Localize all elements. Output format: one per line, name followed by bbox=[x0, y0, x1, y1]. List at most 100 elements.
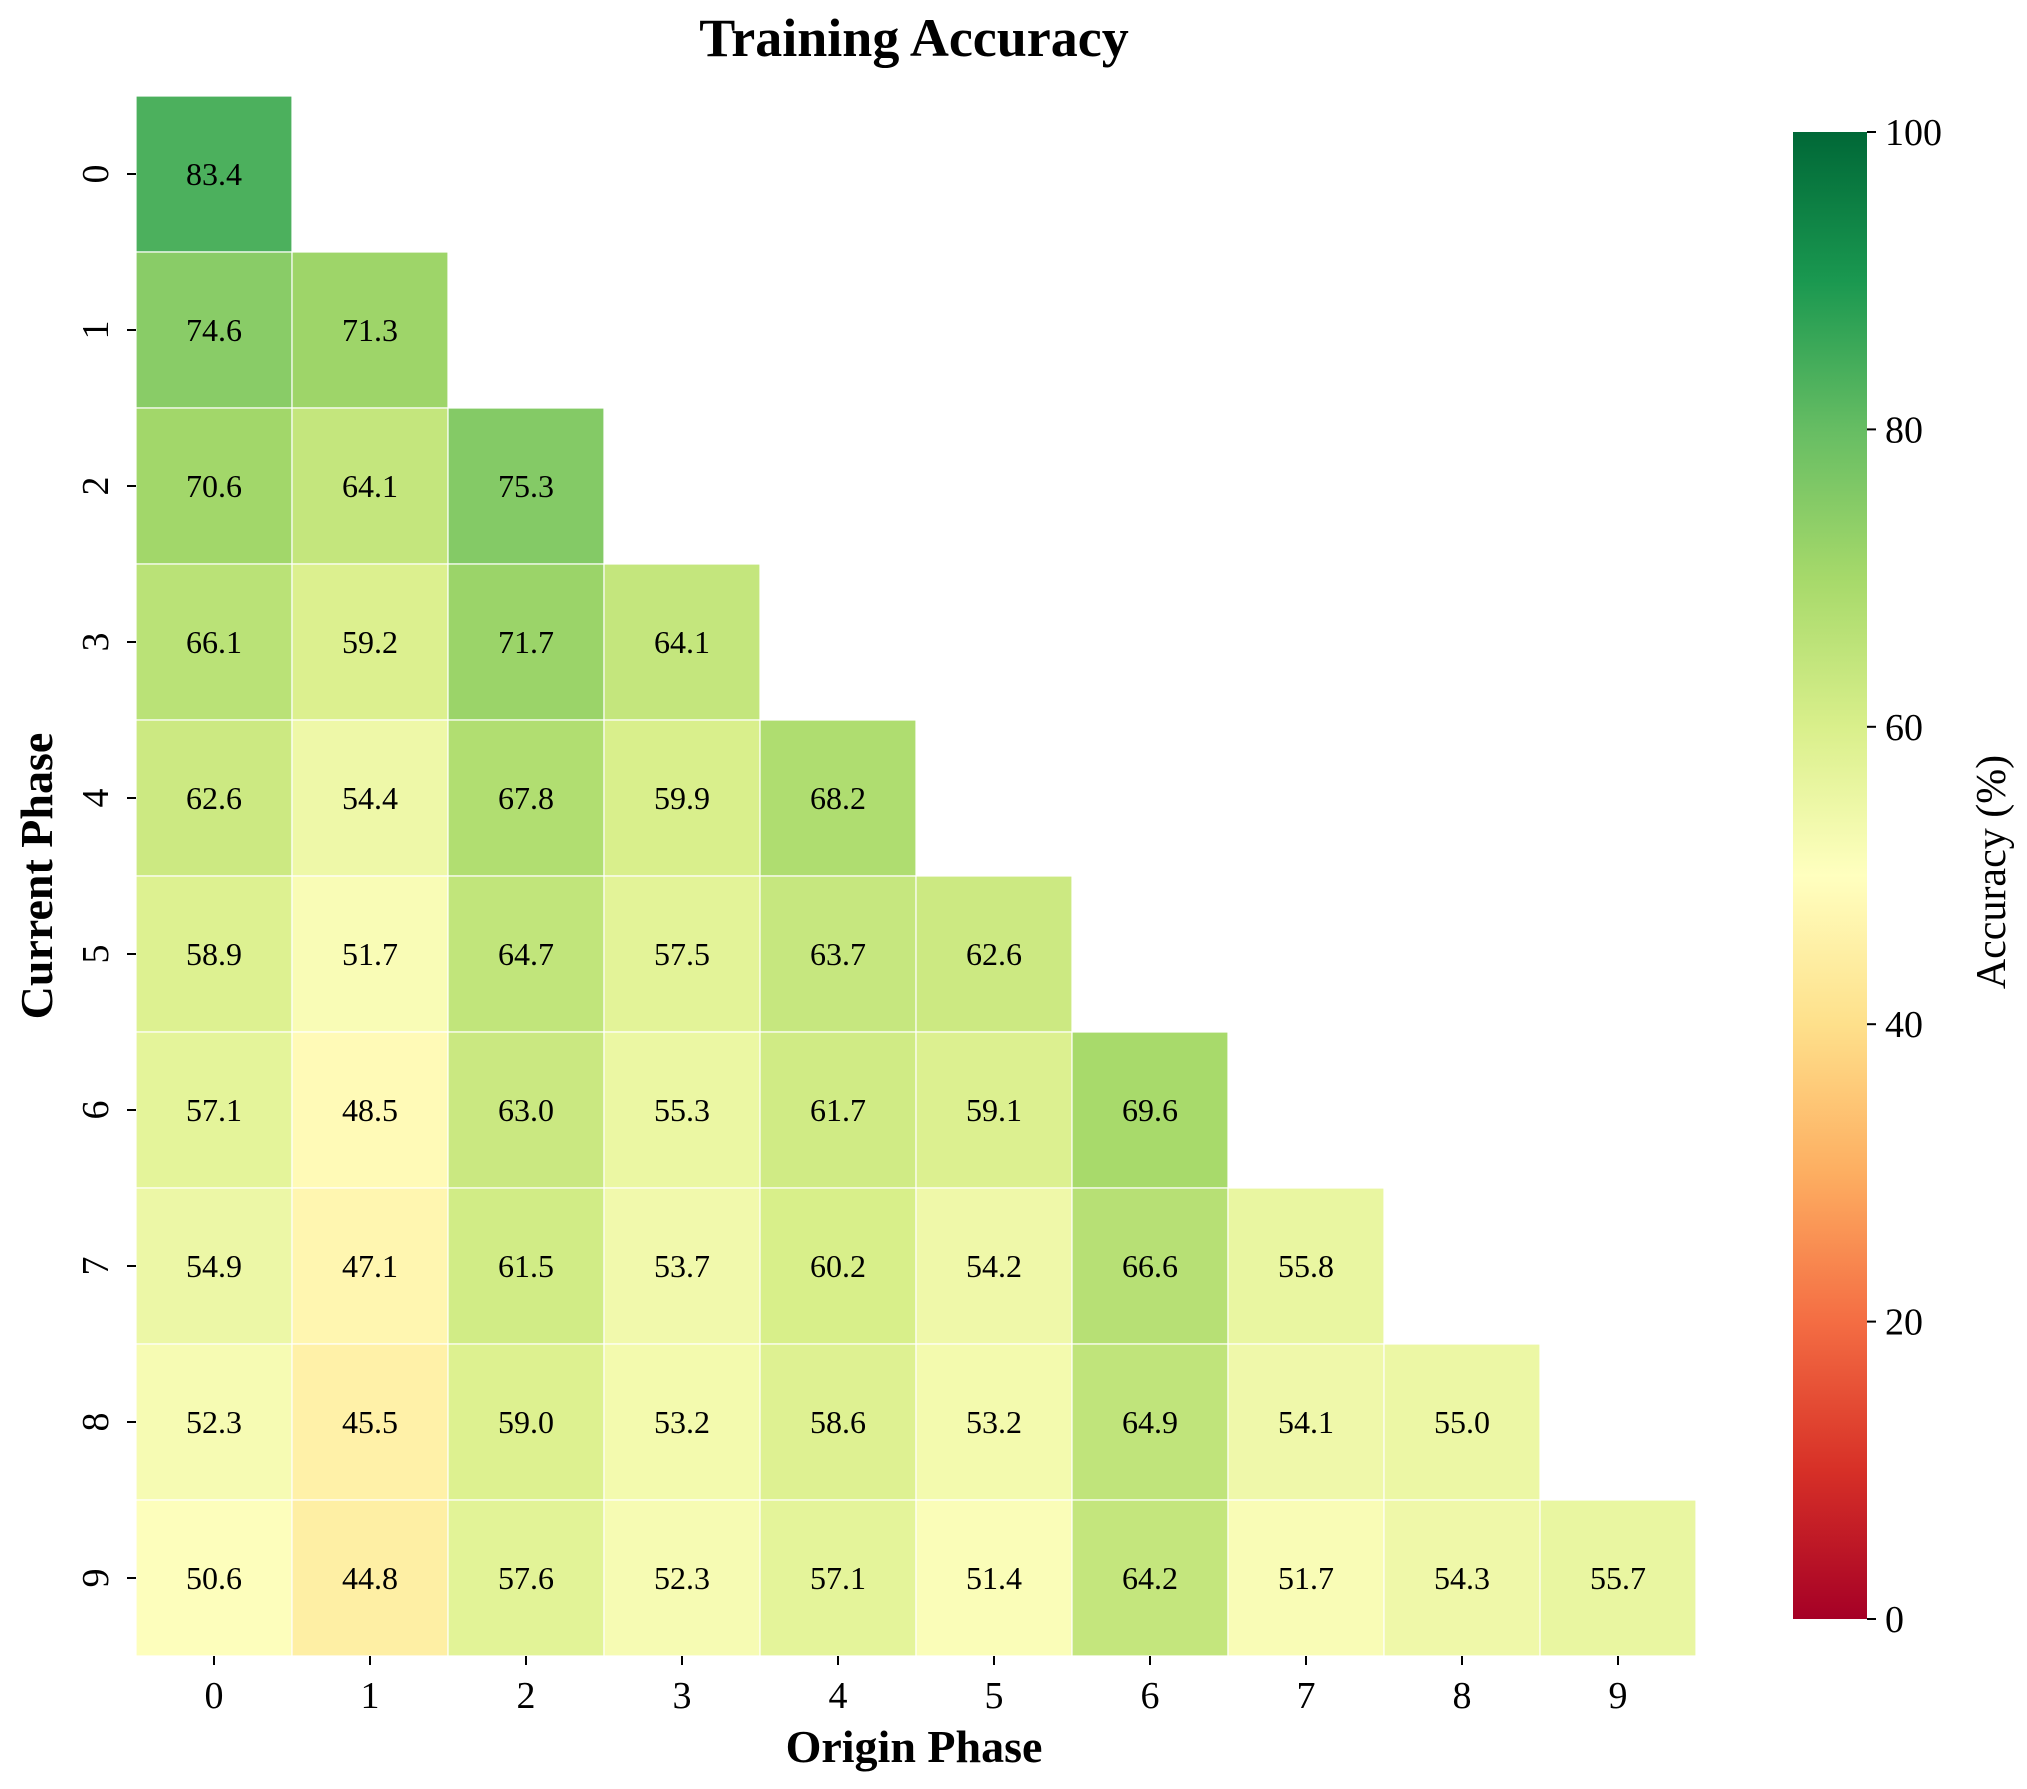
y-tick-label: 6 bbox=[75, 1101, 117, 1120]
cell-value-label: 57.1 bbox=[186, 1092, 242, 1128]
cell-value-label: 54.9 bbox=[186, 1248, 242, 1284]
heatmap-cell bbox=[603, 1343, 761, 1501]
colorbar-label: Accuracy (%) bbox=[1969, 755, 2015, 989]
y-tick-label: 3 bbox=[75, 633, 117, 652]
heatmap-cell bbox=[1383, 1499, 1541, 1657]
cell-value-label: 69.6 bbox=[1122, 1092, 1178, 1128]
heatmap-cell bbox=[447, 1499, 605, 1657]
heatmap-cell bbox=[291, 407, 449, 565]
x-tick-label: 0 bbox=[205, 1675, 224, 1717]
heatmap-cell bbox=[291, 251, 449, 409]
chart-title: Training Accuracy bbox=[699, 8, 1128, 68]
x-axis: 0 1 2 3 4 5 6 7 8 9 bbox=[205, 1656, 1628, 1717]
y-tick-label: 7 bbox=[75, 1257, 117, 1276]
x-axis-label: Origin Phase bbox=[786, 1721, 1043, 1772]
y-tick-label: 1 bbox=[75, 321, 117, 340]
cell-value-label: 83.4 bbox=[186, 156, 242, 192]
cell-value-label: 53.2 bbox=[654, 1404, 710, 1440]
cell-value-label: 54.3 bbox=[1434, 1560, 1490, 1596]
cell-value-label: 50.6 bbox=[186, 1560, 242, 1596]
colorbar-tick-label: 60 bbox=[1885, 707, 1923, 749]
x-tick-label: 5 bbox=[985, 1675, 1004, 1717]
cell-value-label: 59.1 bbox=[966, 1092, 1022, 1128]
cell-value-label: 71.3 bbox=[342, 312, 398, 348]
cell-value-label: 66.6 bbox=[1122, 1248, 1178, 1284]
heatmap-cell bbox=[135, 95, 293, 253]
colorbar-tick-label: 40 bbox=[1885, 1004, 1923, 1046]
heatmap-cell bbox=[447, 407, 605, 565]
cell-value-label: 55.8 bbox=[1278, 1248, 1334, 1284]
cell-value-label: 59.9 bbox=[654, 780, 710, 816]
x-tick-label: 9 bbox=[1609, 1675, 1628, 1717]
cell-value-label: 53.2 bbox=[966, 1404, 1022, 1440]
x-tick-label: 3 bbox=[673, 1675, 692, 1717]
cell-value-label: 61.7 bbox=[810, 1092, 866, 1128]
cell-value-label: 55.0 bbox=[1434, 1404, 1490, 1440]
cell-value-label: 51.7 bbox=[342, 936, 398, 972]
cell-value-label: 60.2 bbox=[810, 1248, 866, 1284]
cell-value-label: 63.0 bbox=[498, 1092, 554, 1128]
cell-value-label: 62.6 bbox=[966, 936, 1022, 972]
colorbar: 0 20 40 60 80 100 bbox=[1793, 112, 1942, 1641]
colorbar-tick-label: 100 bbox=[1885, 112, 1942, 154]
y-tick-label: 5 bbox=[75, 945, 117, 964]
colorbar-tick-label: 20 bbox=[1885, 1302, 1923, 1344]
x-tick-label: 2 bbox=[517, 1675, 536, 1717]
heatmap-cell bbox=[759, 719, 917, 877]
cell-value-label: 64.1 bbox=[342, 468, 398, 504]
heatmap-cell bbox=[1071, 1031, 1229, 1189]
heatmap-cell bbox=[759, 1499, 917, 1657]
colorbar-tick-label: 80 bbox=[1885, 409, 1923, 451]
y-tick-label: 0 bbox=[75, 165, 117, 184]
x-tick-label: 1 bbox=[361, 1675, 380, 1717]
cell-value-label: 57.5 bbox=[654, 936, 710, 972]
y-tick-label: 2 bbox=[75, 477, 117, 496]
heatmap-cell bbox=[603, 719, 761, 877]
heatmap-cell bbox=[1227, 1499, 1385, 1657]
heatmap-cell bbox=[915, 1343, 1073, 1501]
heatmap-cell bbox=[1071, 1187, 1229, 1345]
cell-value-label: 54.4 bbox=[342, 780, 398, 816]
cell-value-label: 70.6 bbox=[186, 468, 242, 504]
cell-value-label: 53.7 bbox=[654, 1248, 710, 1284]
heatmap-cell bbox=[603, 1031, 761, 1189]
heatmap-cells: 83.4 74.6 71.3 70.6 64.1 75.3 66.1 59.2 71.7 64.1… bbox=[135, 95, 1697, 1657]
cell-value-label: 71.7 bbox=[498, 624, 554, 660]
cell-value-label: 74.6 bbox=[186, 312, 242, 348]
heatmap-cell bbox=[135, 1343, 293, 1501]
heatmap-cell bbox=[759, 875, 917, 1033]
heatmap-cell bbox=[447, 1187, 605, 1345]
heatmap-cell bbox=[603, 563, 761, 721]
y-tick-label: 4 bbox=[75, 789, 117, 808]
cell-value-label: 55.7 bbox=[1590, 1560, 1646, 1596]
cell-value-label: 64.7 bbox=[498, 936, 554, 972]
y-axis: 0 1 2 3 4 5 6 7 8 9 bbox=[75, 165, 136, 1588]
x-tick-label: 6 bbox=[1141, 1675, 1160, 1717]
cell-value-label: 75.3 bbox=[498, 468, 554, 504]
y-axis-label: Current Phase bbox=[11, 733, 62, 1020]
colorbar-tick-label: 0 bbox=[1885, 1599, 1904, 1641]
heatmap-cell bbox=[1227, 1187, 1385, 1345]
heatmap-cell bbox=[135, 251, 293, 409]
heatmap-cell bbox=[291, 1343, 449, 1501]
cell-value-label: 44.8 bbox=[342, 1560, 398, 1596]
cell-value-label: 64.9 bbox=[1122, 1404, 1178, 1440]
cell-value-label: 58.6 bbox=[810, 1404, 866, 1440]
cell-value-label: 59.2 bbox=[342, 624, 398, 660]
heatmap-cell bbox=[915, 1031, 1073, 1189]
heatmap-cell bbox=[603, 1499, 761, 1657]
heatmap-cell bbox=[915, 1499, 1073, 1657]
cell-value-label: 57.1 bbox=[810, 1560, 866, 1596]
cell-value-label: 64.1 bbox=[654, 624, 710, 660]
heatmap-cell bbox=[291, 563, 449, 721]
cell-value-label: 55.3 bbox=[654, 1092, 710, 1128]
cell-value-label: 59.0 bbox=[498, 1404, 554, 1440]
heatmap-cell bbox=[447, 1343, 605, 1501]
cell-value-label: 67.8 bbox=[498, 780, 554, 816]
heatmap-cell bbox=[291, 1499, 449, 1657]
colorbar-gradient bbox=[1793, 132, 1867, 1619]
heatmap-cell bbox=[135, 1187, 293, 1345]
cell-value-label: 61.5 bbox=[498, 1248, 554, 1284]
cell-value-label: 63.7 bbox=[810, 936, 866, 972]
